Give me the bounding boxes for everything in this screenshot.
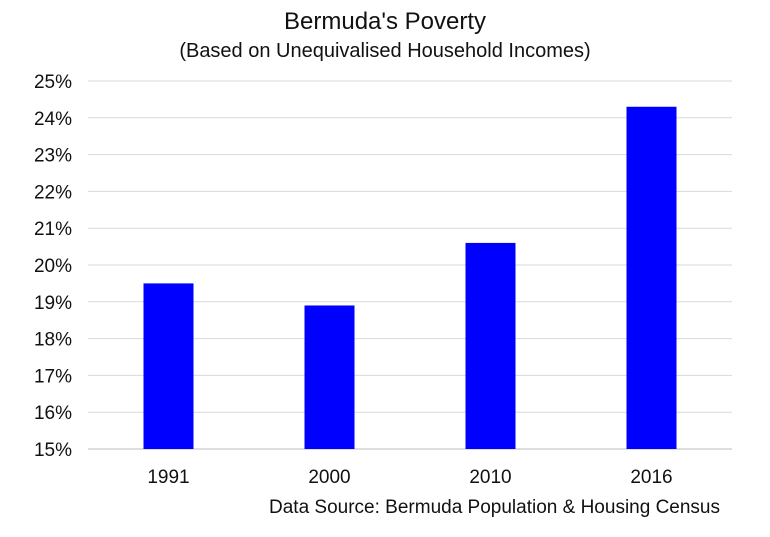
y-tick-label: 18% bbox=[34, 330, 72, 351]
bar-2016 bbox=[626, 106, 677, 449]
bar-2000 bbox=[304, 305, 355, 449]
chart-subtitle: (Based on Unequivalised Household Income… bbox=[179, 40, 591, 62]
bars bbox=[143, 106, 677, 449]
gridlines bbox=[88, 80, 732, 450]
data-source-note: Data Source: Bermuda Population & Housin… bbox=[269, 497, 720, 518]
y-tick-label: 19% bbox=[34, 293, 72, 314]
y-tick-label: 23% bbox=[34, 146, 72, 167]
chart-title: Bermuda's Poverty bbox=[284, 8, 486, 35]
y-tick-label: 25% bbox=[34, 72, 72, 93]
y-tick-label: 16% bbox=[34, 403, 72, 424]
y-tick-label: 22% bbox=[34, 182, 72, 203]
x-axis-ticks: 1991 2000 2010 2016 bbox=[147, 467, 672, 488]
y-axis-ticks: 15% 16% 17% 18% 19% 20% 21% 22% 23% 24% 25% bbox=[34, 72, 72, 461]
bar-2010 bbox=[465, 242, 516, 449]
y-tick-label: 15% bbox=[34, 440, 72, 461]
y-tick-label: 17% bbox=[34, 366, 72, 387]
y-tick-label: 24% bbox=[34, 109, 72, 130]
bar-1991 bbox=[143, 283, 194, 449]
y-tick-label: 20% bbox=[34, 256, 72, 277]
x-tick-label: 2010 bbox=[469, 467, 511, 488]
y-tick-label: 21% bbox=[34, 219, 72, 240]
x-tick-label: 2000 bbox=[308, 467, 350, 488]
x-tick-label: 2016 bbox=[630, 467, 672, 488]
x-tick-label: 1991 bbox=[147, 467, 189, 488]
